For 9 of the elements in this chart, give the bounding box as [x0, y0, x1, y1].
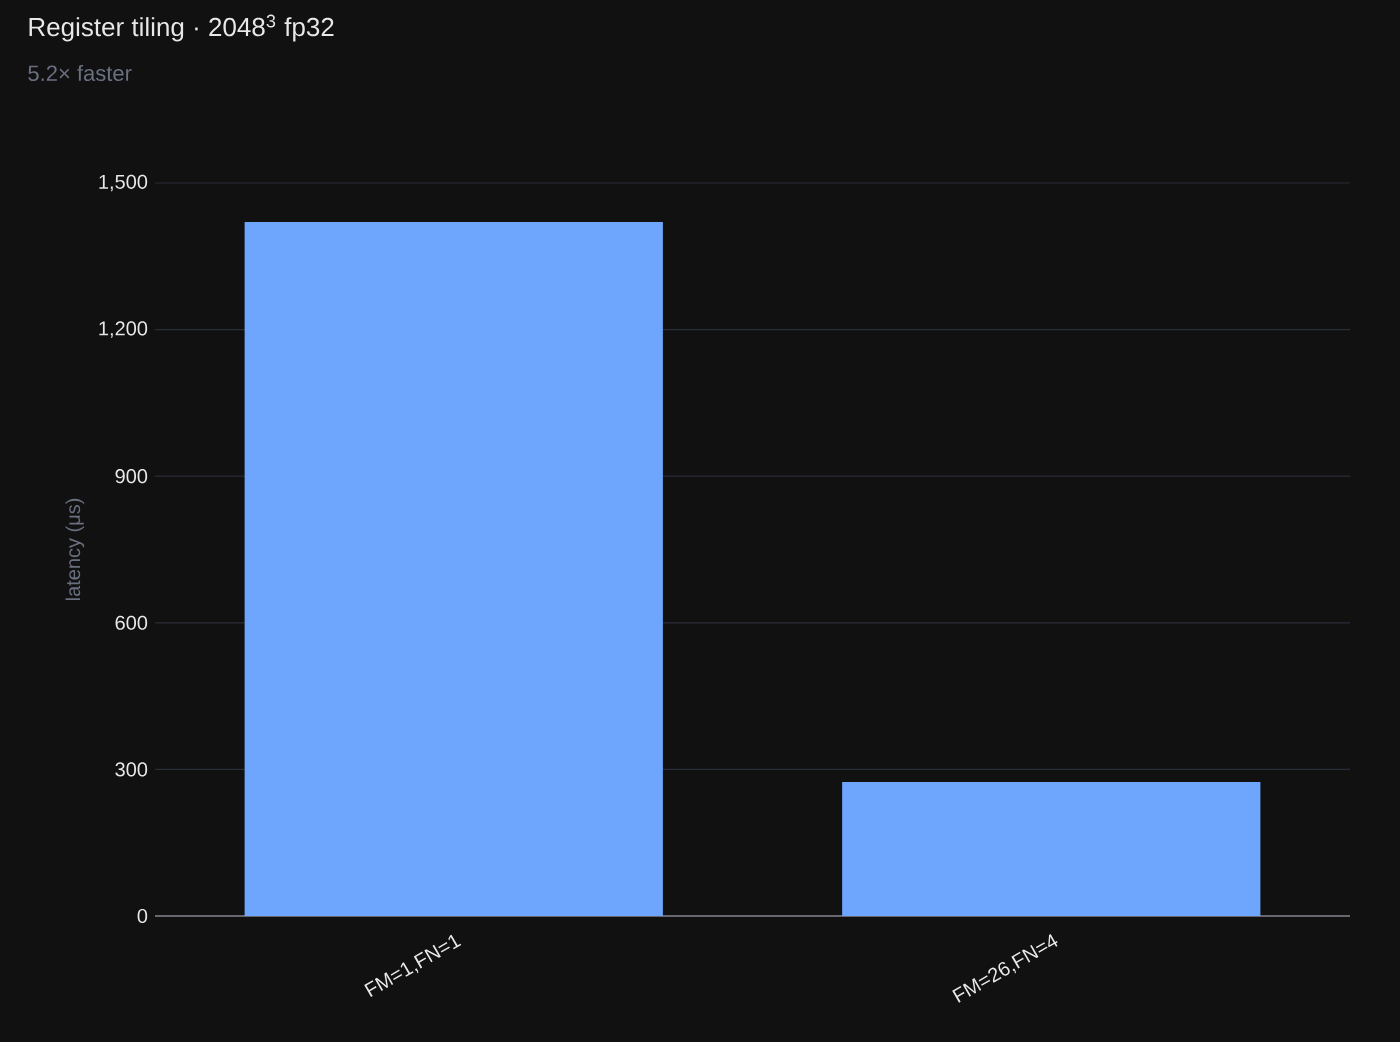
y-tick-label: 0	[137, 908, 148, 924]
y-tick-label: 1,200	[99, 321, 148, 338]
y-tick-label: 300	[115, 762, 148, 777]
chart-title: Register tiling · 2048$^{3}$ fp32	[29, 14, 334, 42]
y-tick-label: 600	[115, 615, 148, 630]
y-axis-title: latency (μs)	[65, 498, 85, 601]
y-tick-label: 900	[115, 469, 148, 484]
y-tick-label: 1,500	[99, 174, 148, 192]
chart-subtitle: 5.2× faster	[28, 64, 132, 82]
